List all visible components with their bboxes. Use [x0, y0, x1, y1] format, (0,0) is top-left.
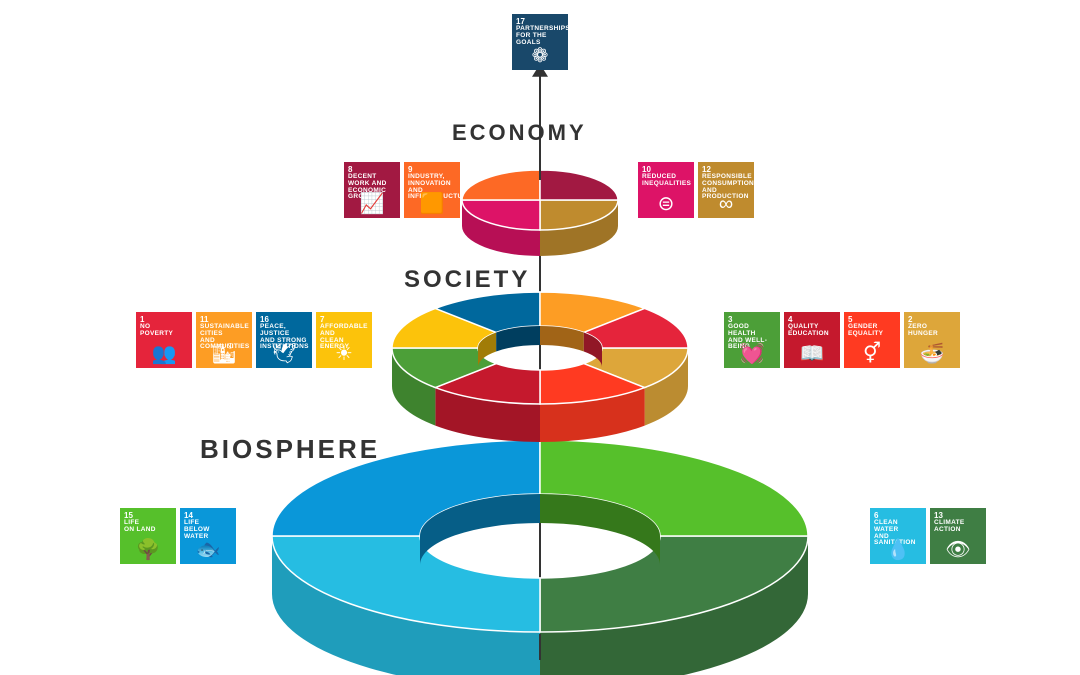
sdg-11-icon: 🏙	[196, 344, 252, 364]
economy-label: ECONOMY	[452, 120, 587, 146]
sdg-4-label: QUALITY EDUCATION	[788, 324, 836, 338]
sdg-tile-5: 5GENDER EQUALITY⚥	[844, 312, 900, 368]
sdg-tile-14: 14LIFE BELOW WATER🐟	[180, 508, 236, 564]
sdg-10-icon: ⊜	[638, 194, 694, 214]
sdg-tile-1: 1NO POVERTY👥	[136, 312, 192, 368]
society-label: SOCIETY	[404, 266, 530, 294]
sdg-14-label: LIFE BELOW WATER	[184, 520, 232, 540]
sdg-9-top	[462, 170, 540, 200]
sdg-tile-13: 13CLIMATE ACTION👁	[930, 508, 986, 564]
sdg-tile-7: 7AFFORDABLE AND CLEAN ENERGY☀	[316, 312, 372, 368]
sdg-tile-6: 6CLEAN WATER AND SANITATION💧	[870, 508, 926, 564]
sdg-1-icon: 👥	[136, 344, 192, 364]
ring	[462, 170, 618, 256]
sdg-5-icon: ⚥	[844, 344, 900, 364]
sdg-9-icon: 🟧	[404, 194, 460, 214]
sdg-tile-10: 10REDUCED INEQUALITIES⊜	[638, 162, 694, 218]
sdg-tile-8: 8DECENT WORK AND ECONOMIC GROWTH📈	[344, 162, 400, 218]
sdg-tile-12: 12RESPONSIBLE CONSUMPTION AND PRODUCTION…	[698, 162, 754, 218]
sdg-15-icon: 🌳	[120, 540, 176, 560]
sdg-tile-9: 9INDUSTRY, INNOVATION AND INFRASTRUCTURE…	[404, 162, 460, 218]
sdg-12-icon: ∞	[698, 194, 754, 214]
sdg-tile-4: 4QUALITY EDUCATION📖	[784, 312, 840, 368]
sdg-14-icon: 🐟	[180, 540, 236, 560]
sdg-16-icon: 🕊	[256, 344, 312, 364]
sdg-tile-2: 2ZERO HUNGER🍜	[904, 312, 960, 368]
sdg-6-icon: 💧	[870, 540, 926, 560]
sdg-tile-16: 16PEACE, JUSTICE AND STRONG INSTITUTIONS…	[256, 312, 312, 368]
sdg-tile-15: 15LIFE ON LAND🌳	[120, 508, 176, 564]
sdg-1-label: NO POVERTY	[140, 324, 188, 338]
sdg-17-icon: ❁	[512, 46, 568, 66]
sdg-8-top	[540, 170, 618, 200]
sdg-13-icon: 👁	[930, 540, 986, 560]
sdg-4-icon: 📖	[784, 344, 840, 364]
sdg-8-icon: 📈	[344, 194, 400, 214]
sdg-13-label: CLIMATE ACTION	[934, 520, 982, 534]
sdg-5-label: GENDER EQUALITY	[848, 324, 896, 338]
sdg-7-icon: ☀	[316, 344, 372, 364]
sdg-tile-11: 11SUSTAINABLE CITIES AND COMMUNITIES🏙	[196, 312, 252, 368]
sdg-tile-17: 17PARTNERSHIPS FOR THE GOALS❁	[512, 14, 568, 70]
sdg-3-icon: 💓	[724, 344, 780, 364]
sdg-2-label: ZERO HUNGER	[908, 324, 956, 338]
sdg-tile-3: 3GOOD HEALTH AND WELL-BEING💓	[724, 312, 780, 368]
biosphere-label: BIOSPHERE	[200, 434, 380, 465]
sdg-10-label: REDUCED INEQUALITIES	[642, 174, 690, 188]
sdg-2-icon: 🍜	[904, 344, 960, 364]
sdg-17-label: PARTNERSHIPS FOR THE GOALS	[516, 26, 564, 46]
sdg-15-label: LIFE ON LAND	[124, 520, 172, 534]
